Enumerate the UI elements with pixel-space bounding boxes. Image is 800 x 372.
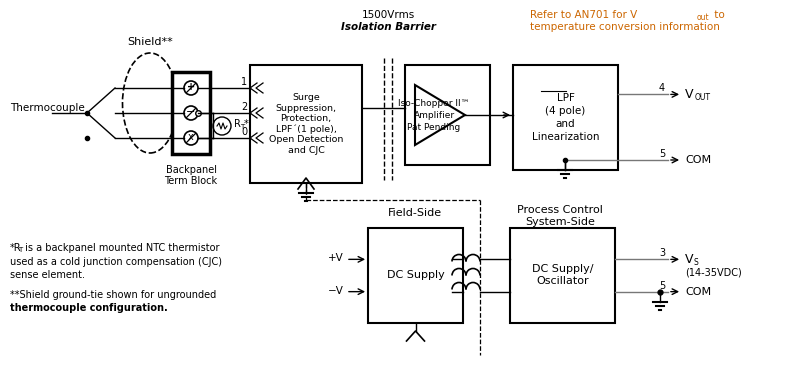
Bar: [250, 65, 362, 183]
Text: 1500Vrms: 1500Vrms: [362, 10, 414, 20]
Text: 5: 5: [658, 149, 665, 159]
Text: thermocouple configuration.: thermocouple configuration.: [10, 303, 168, 313]
Text: OUT: OUT: [695, 93, 711, 102]
Text: T: T: [18, 247, 22, 253]
Text: Isolation Barrier: Isolation Barrier: [341, 22, 435, 32]
Text: System-Side: System-Side: [525, 217, 595, 227]
Text: Linearization: Linearization: [532, 132, 599, 142]
Text: Open Detection: Open Detection: [269, 135, 343, 144]
Text: used as a cold junction compensation (CJC): used as a cold junction compensation (CJ…: [10, 257, 222, 267]
Text: Backpanel: Backpanel: [166, 165, 217, 175]
Bar: [172, 72, 210, 154]
Text: Oscillator: Oscillator: [536, 276, 589, 286]
Text: 4: 4: [659, 83, 665, 93]
Bar: [510, 228, 615, 323]
Bar: [405, 65, 490, 165]
Text: Shield**: Shield**: [127, 37, 173, 47]
Text: T: T: [240, 124, 244, 130]
Text: temperature conversion information: temperature conversion information: [530, 22, 720, 32]
Text: Pat Pending: Pat Pending: [407, 122, 461, 131]
Text: Field-Side: Field-Side: [388, 208, 442, 218]
Text: Term Block: Term Block: [165, 176, 218, 186]
Text: DC Supply: DC Supply: [386, 270, 444, 280]
Text: and CJC: and CJC: [287, 146, 325, 155]
Text: Iso-Chopper II™: Iso-Chopper II™: [398, 99, 470, 108]
Text: R: R: [234, 119, 241, 129]
Text: Protection,: Protection,: [281, 114, 331, 123]
Text: 1: 1: [241, 77, 247, 87]
Text: Refer to AN701 for V: Refer to AN701 for V: [530, 10, 638, 20]
Text: V: V: [685, 253, 694, 266]
Text: DC Supply/: DC Supply/: [532, 264, 594, 275]
Text: **Shield ground-tie shown for ungrounded: **Shield ground-tie shown for ungrounded: [10, 290, 216, 300]
Text: (4 pole): (4 pole): [546, 106, 586, 116]
Text: +: +: [187, 82, 195, 92]
Text: to: to: [711, 10, 725, 20]
Bar: [368, 228, 463, 323]
Text: −: −: [186, 107, 196, 117]
Text: x: x: [188, 132, 194, 142]
Text: 0: 0: [241, 127, 247, 137]
Text: Surge: Surge: [292, 93, 320, 102]
Text: COM: COM: [685, 287, 711, 296]
Text: 3: 3: [659, 248, 665, 258]
Text: (14-35VDC): (14-35VDC): [685, 267, 742, 278]
Text: +V: +V: [328, 253, 344, 263]
Bar: [513, 65, 618, 170]
Text: 2: 2: [241, 102, 247, 112]
Text: and: and: [556, 119, 575, 129]
Text: *R: *R: [10, 243, 22, 253]
Text: S: S: [693, 258, 698, 267]
Text: Amplifier: Amplifier: [414, 110, 454, 119]
Text: LPF´(1 pole),: LPF´(1 pole),: [275, 125, 337, 134]
Text: out: out: [697, 13, 710, 22]
Text: LPF: LPF: [557, 93, 574, 103]
Text: sense element.: sense element.: [10, 270, 85, 280]
Text: −V: −V: [328, 286, 344, 296]
Text: COM: COM: [685, 155, 711, 165]
Text: Process Control: Process Control: [517, 205, 603, 215]
Text: Thermocouple: Thermocouple: [10, 103, 85, 113]
Text: V: V: [685, 88, 694, 101]
Text: Suppression,: Suppression,: [275, 104, 337, 113]
Text: is a backpanel mounted NTC thermistor: is a backpanel mounted NTC thermistor: [22, 243, 219, 253]
Text: 5: 5: [658, 280, 665, 291]
Text: *: *: [244, 119, 249, 129]
